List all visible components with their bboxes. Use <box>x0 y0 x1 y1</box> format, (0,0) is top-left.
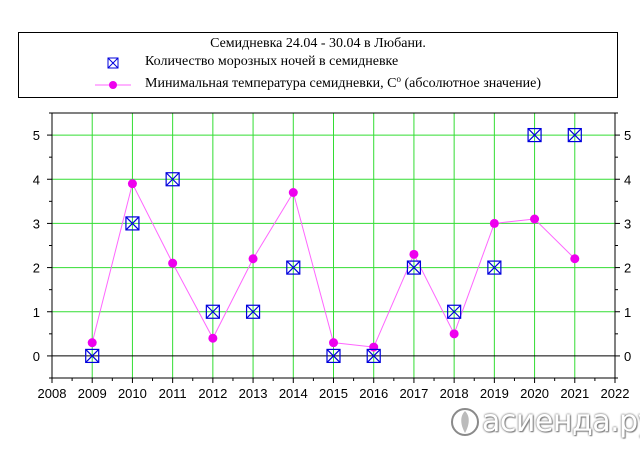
legend-label-min-temperature: Минимальная температура семидневки, Со (… <box>145 74 542 92</box>
x-tick-label-2022: 2022 <box>601 386 630 401</box>
legend-item-frost-nights: Количество морозных ночей в семидневке <box>19 53 617 73</box>
temperature-point-2016 <box>369 342 379 352</box>
x-tick-label-2021: 2021 <box>560 386 589 401</box>
temperature-point-2015 <box>329 338 338 348</box>
y-tick-label-right-5: 5 <box>624 128 631 143</box>
x-tick-label-2008: 2008 <box>38 386 67 401</box>
legend-item-min-temperature: Минимальная температура семидневки, Со (… <box>19 75 617 95</box>
temperature-point-2020 <box>530 214 540 224</box>
watermark: асиенда.ру <box>448 402 640 442</box>
frost-marker-diag2 <box>246 304 260 319</box>
frost-point-2015 <box>326 348 341 364</box>
y-tick-label-left-5: 5 <box>33 128 40 143</box>
frost-point-2017 <box>406 260 422 275</box>
temperature-point-2018 <box>449 329 459 339</box>
frost-marker-diag2 <box>125 216 140 231</box>
frost-point-2009 <box>85 348 100 364</box>
frost-marker-diag2 <box>567 128 582 143</box>
frost-point-2013 <box>245 304 261 319</box>
temperature-point-2021 <box>570 254 580 264</box>
legend-frost-marker <box>107 57 119 69</box>
frost-marker-diag2 <box>527 128 542 143</box>
frost-marker-box <box>125 216 140 231</box>
frost-marker-diag2 <box>85 348 100 363</box>
x-tick-label-2009: 2009 <box>78 386 107 401</box>
y-tick-label-left-1: 1 <box>33 305 40 320</box>
x-tick-label-2016: 2016 <box>359 386 388 401</box>
frost-point-2020 <box>527 127 542 143</box>
frost-marker-box <box>165 172 180 187</box>
frost-marker-box <box>205 304 220 319</box>
x-tick-label-2010: 2010 <box>118 386 147 401</box>
frost-marker-box <box>447 304 462 319</box>
legend-box: Семидневка 24.04 - 30.04 в Любани. Колич… <box>18 32 618 98</box>
chart-title: Семидневка 24.04 - 30.04 в Любани. <box>210 36 426 51</box>
frost-marker-box <box>326 348 341 364</box>
axes: 2008 2009 2010 2011 2012 2013 2014 2015 2016 2017… <box>33 112 631 401</box>
frost-point-2012 <box>205 304 220 319</box>
frost-marker-box <box>567 127 582 143</box>
y-tick-label-right-4: 4 <box>624 172 631 187</box>
x-tick-label-2018: 2018 <box>440 386 469 401</box>
x-tick-label-2020: 2020 <box>520 386 549 401</box>
watermark-logo-icon <box>451 408 479 436</box>
y-tick-label-left-2: 2 <box>33 261 40 276</box>
temperature-point-2019 <box>489 218 499 228</box>
frost-point-2021 <box>567 127 582 143</box>
x-tick-label-2017: 2017 <box>399 386 428 401</box>
temperature-point-2009 <box>87 338 97 348</box>
x-tick-label-2015: 2015 <box>319 386 348 401</box>
frost-marker-box <box>366 348 381 364</box>
grid-lines <box>52 113 615 378</box>
frost-point-2019 <box>487 260 502 275</box>
watermark-text: асиенда.ру <box>482 404 640 439</box>
frost-marker-diag2 <box>487 260 502 275</box>
frost-point-2014 <box>286 260 301 275</box>
x-tick-label-2019: 2019 <box>480 386 509 401</box>
temperature-point-2011 <box>168 258 178 268</box>
frost-marker-diag2 <box>205 304 220 319</box>
frost-marker-diag2 <box>326 348 341 363</box>
y-tick-label-left-4: 4 <box>33 172 40 187</box>
frost-point-2018 <box>447 304 462 319</box>
temperature-point-2012 <box>208 333 218 343</box>
x-tick-label-2012: 2012 <box>198 386 227 401</box>
temperature-point-2014 <box>288 188 298 197</box>
temperature-point-2010 <box>127 179 137 189</box>
legend-label-frost-nights: Количество морозных ночей в семидневке <box>145 54 399 69</box>
frost-point-2016 <box>366 348 381 364</box>
frost-marker-diag2 <box>286 260 301 275</box>
x-tick-label-2011: 2011 <box>159 386 187 401</box>
frost-marker-box <box>406 260 422 275</box>
temperature-point-2013 <box>248 254 258 264</box>
y-tick-label-left-3: 3 <box>33 216 40 231</box>
frost-marker-box <box>85 348 100 364</box>
frost-marker-diag2 <box>366 348 381 363</box>
y-tick-label-right-2: 2 <box>624 261 631 276</box>
x-tick-label-2013: 2013 <box>239 386 268 401</box>
y-tick-label-right-1: 1 <box>624 305 631 320</box>
x-tick-label-2014: 2014 <box>279 386 308 401</box>
y-tick-label-right-0: 0 <box>624 349 631 364</box>
y-tick-label-left-0: 0 <box>33 349 40 364</box>
frost-marker-diag2 <box>165 172 180 187</box>
frost-marker-diag2 <box>447 304 462 319</box>
temperature-point-2017 <box>409 249 419 259</box>
frost-marker-box <box>487 260 502 275</box>
legend-temp-line-marker <box>95 81 131 89</box>
frost-marker-box <box>527 127 542 143</box>
frost-marker-diag2 <box>407 260 421 275</box>
frost-marker-box <box>245 304 261 319</box>
frost-point-2010 <box>125 216 140 231</box>
y-tick-label-right-3: 3 <box>624 216 631 231</box>
frost-marker-box <box>286 260 301 275</box>
series-layer <box>85 127 582 364</box>
frost-point-2011 <box>165 172 180 187</box>
